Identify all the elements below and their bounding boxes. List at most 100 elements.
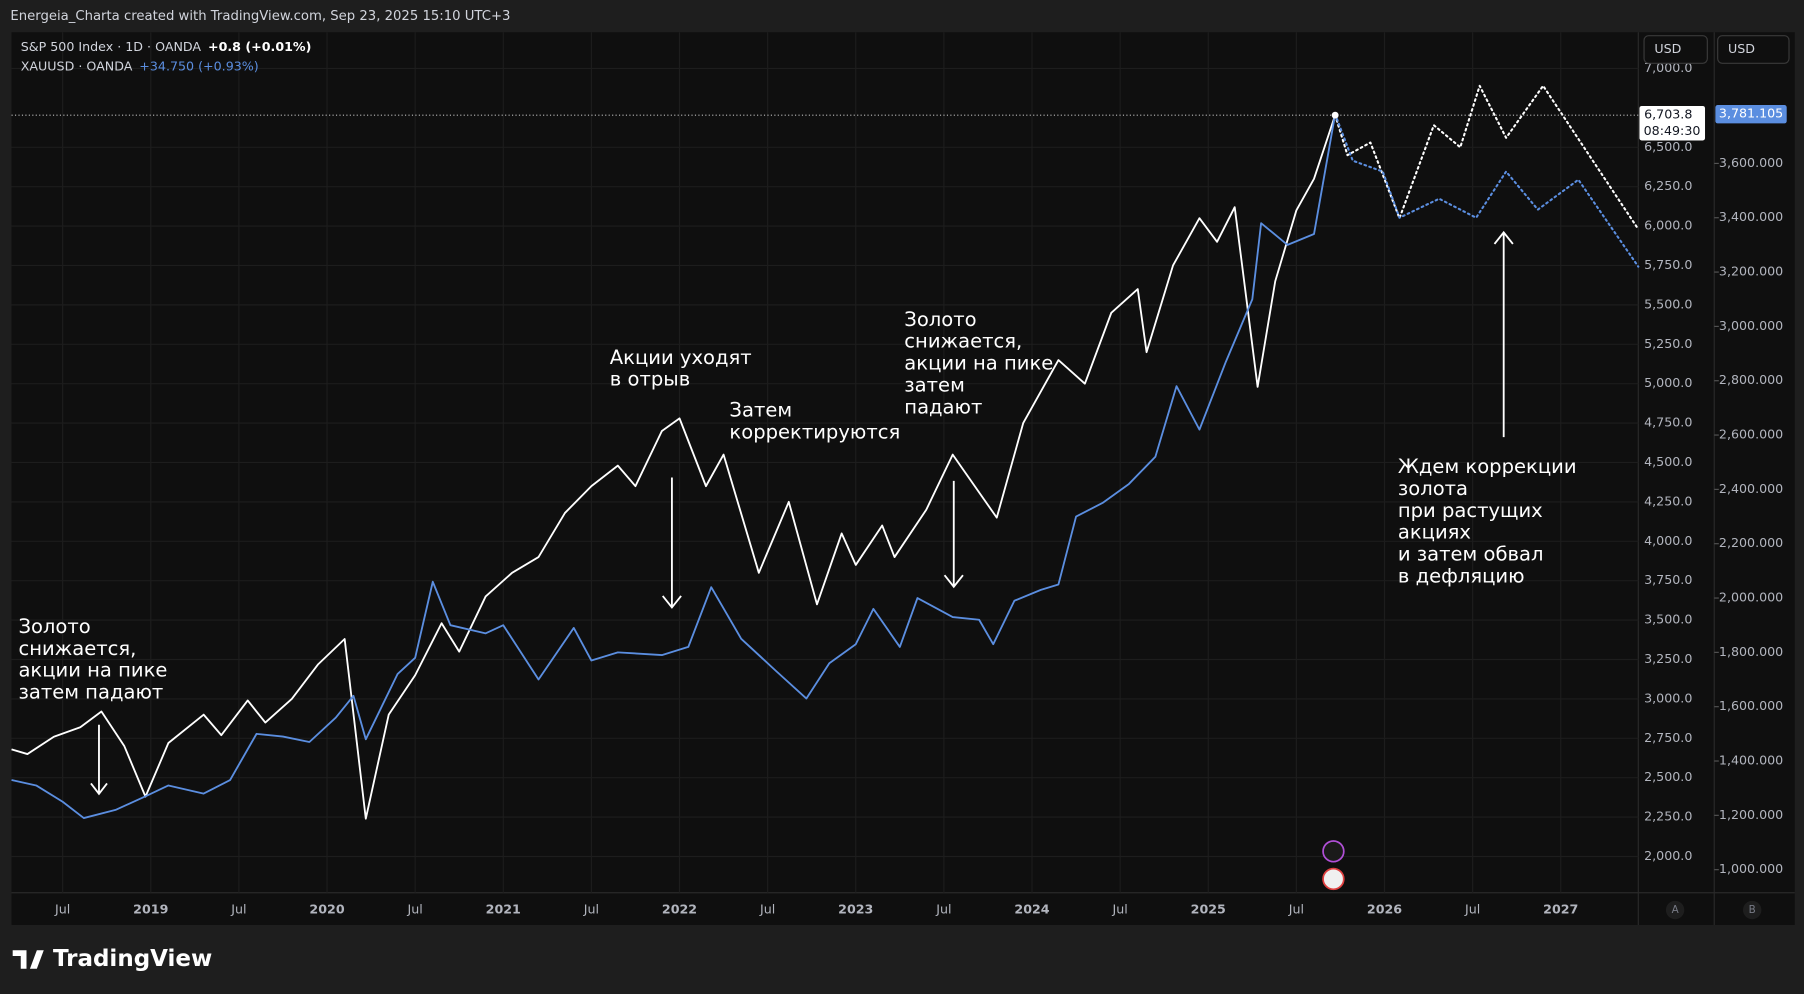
x-tick-label: 2021: [486, 902, 521, 917]
x-tick-label: 2022: [662, 902, 697, 917]
x-tick-label: Jul: [759, 902, 775, 917]
y-tick-label: 3,000.0: [1644, 690, 1692, 705]
annotation-line: акциях: [1398, 520, 1471, 543]
price-label-box: [1639, 105, 1706, 141]
y-tick-label: 5,750.0: [1644, 257, 1692, 272]
annotation-line: Золото: [904, 307, 976, 330]
y2-tick-label: 1,400.000: [1719, 753, 1783, 768]
annotation: Золото снижается, акции на пике затем падают: [904, 307, 1053, 417]
last-point: [1331, 111, 1339, 119]
annotation-line: при растущих: [1398, 498, 1543, 521]
event-icon[interactable]: [1322, 867, 1345, 891]
plot: [11, 84, 1640, 820]
x-tick-label: Jul: [935, 902, 951, 917]
y-tick-label: 6,000.0: [1644, 218, 1692, 233]
forecast-line: [1334, 113, 1640, 268]
legend-change: +34.750 (+0.93%): [139, 58, 258, 73]
annotation-line: снижается,: [904, 329, 1022, 352]
y-tick-label: 2,250.0: [1644, 809, 1692, 824]
scale-button[interactable]: A: [1665, 900, 1685, 920]
logo-text: TradingView: [53, 946, 212, 972]
button-frame[interactable]: [1643, 35, 1708, 64]
y-tick-label: 6,250.0: [1644, 178, 1692, 193]
annotation-line: затем: [904, 373, 965, 396]
x-tick-label: Jul: [1288, 902, 1304, 917]
y2-tick-label: 2,200.000: [1719, 535, 1783, 550]
y2-tick-label: 2,800.000: [1719, 372, 1783, 387]
x-tick-label: Jul: [583, 902, 599, 917]
y-tick-label: 3,250.0: [1644, 651, 1692, 666]
y2-tick-label: 3,000.000: [1719, 318, 1783, 333]
annotation-line: акции на пике: [904, 351, 1053, 374]
annotation-line: затем падают: [18, 680, 163, 703]
y-tick-label: 4,750.0: [1644, 415, 1692, 430]
logo: TradingView: [12, 946, 212, 972]
legend-name: XAUUSD · OANDA: [21, 58, 133, 73]
annotation-line: снижается,: [18, 636, 136, 659]
y2-tick-label: 2,600.000: [1719, 427, 1783, 442]
annotation-line: Акции уходят: [610, 345, 752, 368]
arrows: [90, 230, 1514, 796]
y-tick-label: 5,000.0: [1644, 375, 1692, 390]
annotation-line: Затем: [729, 398, 792, 421]
y2-tick-label: 1,800.000: [1719, 644, 1783, 659]
x-tick-label: 2019: [133, 902, 168, 917]
price-label: 3,781.105: [1719, 106, 1783, 121]
currency-button[interactable]: USD: [1643, 35, 1708, 64]
legend-gold: XAUUSD · OANDA +34.750 (+0.93%): [21, 58, 259, 73]
currency-button[interactable]: USD: [1717, 35, 1790, 64]
annotation: Затем корректируются: [729, 398, 900, 443]
forecast-line: [1334, 84, 1640, 231]
y-tick-label: 4,250.0: [1644, 493, 1692, 508]
annotation: Ждем коррекции золота при растущих акциях и …: [1398, 455, 1577, 587]
arrow: [1493, 230, 1514, 438]
annotation: Золото снижается, акции на пике затем падаю…: [18, 615, 167, 704]
y2-tick-label: 1,000.000: [1719, 861, 1783, 876]
scale-button[interactable]: B: [1742, 900, 1762, 920]
logo-icon: [12, 950, 44, 969]
countdown: 08:49:30: [1644, 123, 1701, 138]
x-tick-label: 2020: [309, 902, 344, 917]
y2-tick-label: 1,200.000: [1719, 807, 1783, 822]
y-tick-label: 2,500.0: [1644, 769, 1692, 784]
x-tick-label: Jul: [54, 902, 70, 917]
series-line: [11, 114, 1337, 820]
y2-tick-label: 2,400.000: [1719, 481, 1783, 496]
y-tick-label: 5,500.0: [1644, 296, 1692, 311]
arrow: [943, 480, 964, 589]
annotations: Золото снижается, акции на пике затем падаю…: [18, 307, 1576, 703]
legend-name: S&P 500 Index · 1D · OANDA: [21, 39, 202, 54]
x-tick-label: Jul: [1464, 902, 1480, 917]
annotation-line: в отрыв: [610, 367, 690, 390]
button-label[interactable]: B: [1749, 904, 1756, 916]
button-frame[interactable]: [1665, 900, 1685, 920]
axes: Jul 2019 Jul 2020 Jul 2021 Jul 2022 Jul 2023 Jul 20…: [54, 60, 1787, 917]
legend-sp: S&P 500 Index · 1D · OANDA +0.8 (+0.01%): [21, 39, 312, 54]
button-label[interactable]: USD: [1728, 41, 1755, 56]
arrow: [90, 724, 108, 796]
price-label-box: [1715, 105, 1787, 124]
y-tick-label: 3,750.0: [1644, 572, 1692, 587]
y-tick-label: 2,750.0: [1644, 730, 1692, 745]
y-tick-label: 3,500.0: [1644, 612, 1692, 627]
y2-tick-label: 3,400.000: [1719, 209, 1783, 224]
y-tick-label: 2,000.0: [1644, 848, 1692, 863]
y-tick-label: 4,500.0: [1644, 454, 1692, 469]
x-tick-label: Jul: [230, 902, 246, 917]
x-tick-label: 2025: [1191, 902, 1226, 917]
event-icon[interactable]: [1322, 840, 1345, 863]
annotation-line: золота: [1398, 476, 1468, 499]
event-icons[interactable]: [1322, 840, 1345, 891]
button-frame[interactable]: [1742, 900, 1762, 920]
header: Energeia_Charta created with TradingView…: [10, 9, 510, 24]
button-label[interactable]: A: [1672, 904, 1679, 916]
x-tick-label: Jul: [407, 902, 423, 917]
y2-tick-label: 1,600.000: [1719, 698, 1783, 713]
button-label[interactable]: USD: [1654, 41, 1681, 56]
annotation-line: корректируются: [729, 420, 900, 443]
y2-tick-label: 3,600.000: [1719, 155, 1783, 170]
button-frame[interactable]: [1717, 35, 1790, 64]
legend-change: +0.8 (+0.01%): [208, 39, 311, 54]
chart-panel: [11, 32, 1795, 925]
